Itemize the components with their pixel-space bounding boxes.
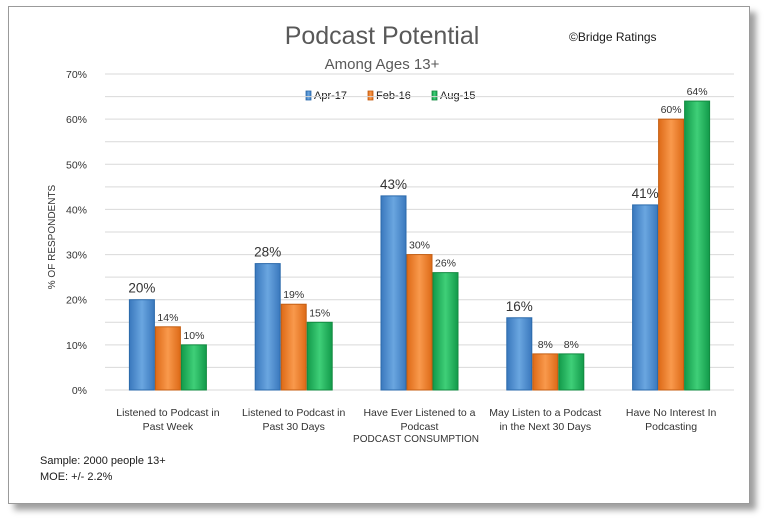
- chart: Podcast Potential Among Ages 13+ ©Bridge…: [40, 22, 734, 483]
- bar-feb-16: [154, 326, 181, 391]
- category-label: Podcasting: [645, 421, 697, 433]
- legend-swatch: [305, 90, 312, 101]
- category-label: Listened to Podcast in: [242, 407, 345, 419]
- y-tick-label: 60%: [66, 114, 87, 126]
- legend-label: Apr-17: [314, 90, 347, 102]
- data-label: 16%: [506, 299, 533, 314]
- y-tick-label: 40%: [66, 204, 87, 216]
- data-label: 43%: [380, 177, 407, 192]
- data-label: 41%: [632, 186, 659, 201]
- y-tick-label: 70%: [66, 69, 87, 81]
- category-label: May Listen to a Podcast: [489, 407, 601, 419]
- chart-frame: Podcast Potential Among Ages 13+ ©Bridge…: [8, 6, 750, 504]
- bar-apr-17: [380, 195, 407, 391]
- bar-feb-16: [280, 303, 307, 391]
- data-label: 14%: [157, 312, 178, 324]
- category-label: Have Ever Listened to a: [363, 407, 475, 419]
- category-label: Listened to Podcast in: [116, 407, 219, 419]
- data-label: 8%: [538, 339, 553, 351]
- bar-aug-15: [684, 100, 711, 391]
- bar-apr-17: [254, 263, 281, 391]
- y-tick-label: 50%: [66, 159, 87, 171]
- bar-apr-17: [506, 317, 533, 391]
- y-tick-label: 0%: [72, 385, 87, 397]
- x-axis-categories: Listened to Podcast in Past Week Listened …: [116, 407, 716, 433]
- sample-note: Sample: 2000 people 13+: [40, 455, 166, 467]
- category-label: in the Next 30 Days: [499, 421, 591, 433]
- bar-aug-15: [432, 272, 459, 391]
- moe-note: MOE: +/- 2.2%: [40, 471, 113, 483]
- y-tick-label: 30%: [66, 250, 87, 262]
- category-label: Podcast: [401, 421, 439, 433]
- y-axis-ticks: 0% 10% 20% 30% 40% 50% 60% 70%: [66, 69, 87, 397]
- data-label: 15%: [309, 307, 330, 319]
- data-label: 26%: [435, 258, 456, 270]
- data-label: 19%: [283, 289, 304, 301]
- x-axis-title: PODCAST CONSUMPTION: [353, 434, 479, 445]
- data-label: 10%: [183, 330, 204, 342]
- data-label: 20%: [128, 281, 155, 296]
- y-tick-label: 20%: [66, 295, 87, 307]
- legend-label: Aug-15: [440, 90, 475, 102]
- bar-apr-17: [128, 299, 155, 391]
- bar-feb-16: [406, 254, 433, 391]
- bar-feb-16: [532, 353, 559, 391]
- data-labels: 20% 14% 10% 28% 19% 15% 43% 30% 26% 16% 8% 8% 41% 60%…: [128, 86, 707, 351]
- bar-aug-15: [558, 353, 585, 391]
- bars: [128, 100, 711, 391]
- category-label: Have No Interest In: [626, 407, 717, 419]
- y-axis-title: % OF RESPONDENTS: [47, 184, 58, 289]
- bar-feb-16: [658, 118, 685, 391]
- data-label: 8%: [564, 339, 579, 351]
- data-label: 30%: [409, 240, 430, 252]
- bar-apr-17: [632, 204, 659, 391]
- bar-aug-15: [306, 321, 333, 391]
- credit-text: ©Bridge Ratings: [569, 30, 657, 44]
- data-label: 28%: [254, 245, 281, 260]
- legend-swatch: [367, 90, 374, 101]
- bar-aug-15: [180, 344, 207, 391]
- category-label: Past Week: [143, 421, 194, 433]
- legend-label: Feb-16: [376, 90, 411, 102]
- category-label: Past 30 Days: [262, 421, 324, 433]
- chart-title: Podcast Potential: [285, 22, 480, 50]
- data-label: 64%: [687, 86, 708, 98]
- data-label: 60%: [661, 104, 682, 116]
- y-tick-label: 10%: [66, 340, 87, 352]
- legend-swatch: [431, 90, 438, 101]
- chart-subtitle: Among Ages 13+: [325, 56, 440, 73]
- legend: Apr-17 Feb-16 Aug-15: [305, 90, 475, 102]
